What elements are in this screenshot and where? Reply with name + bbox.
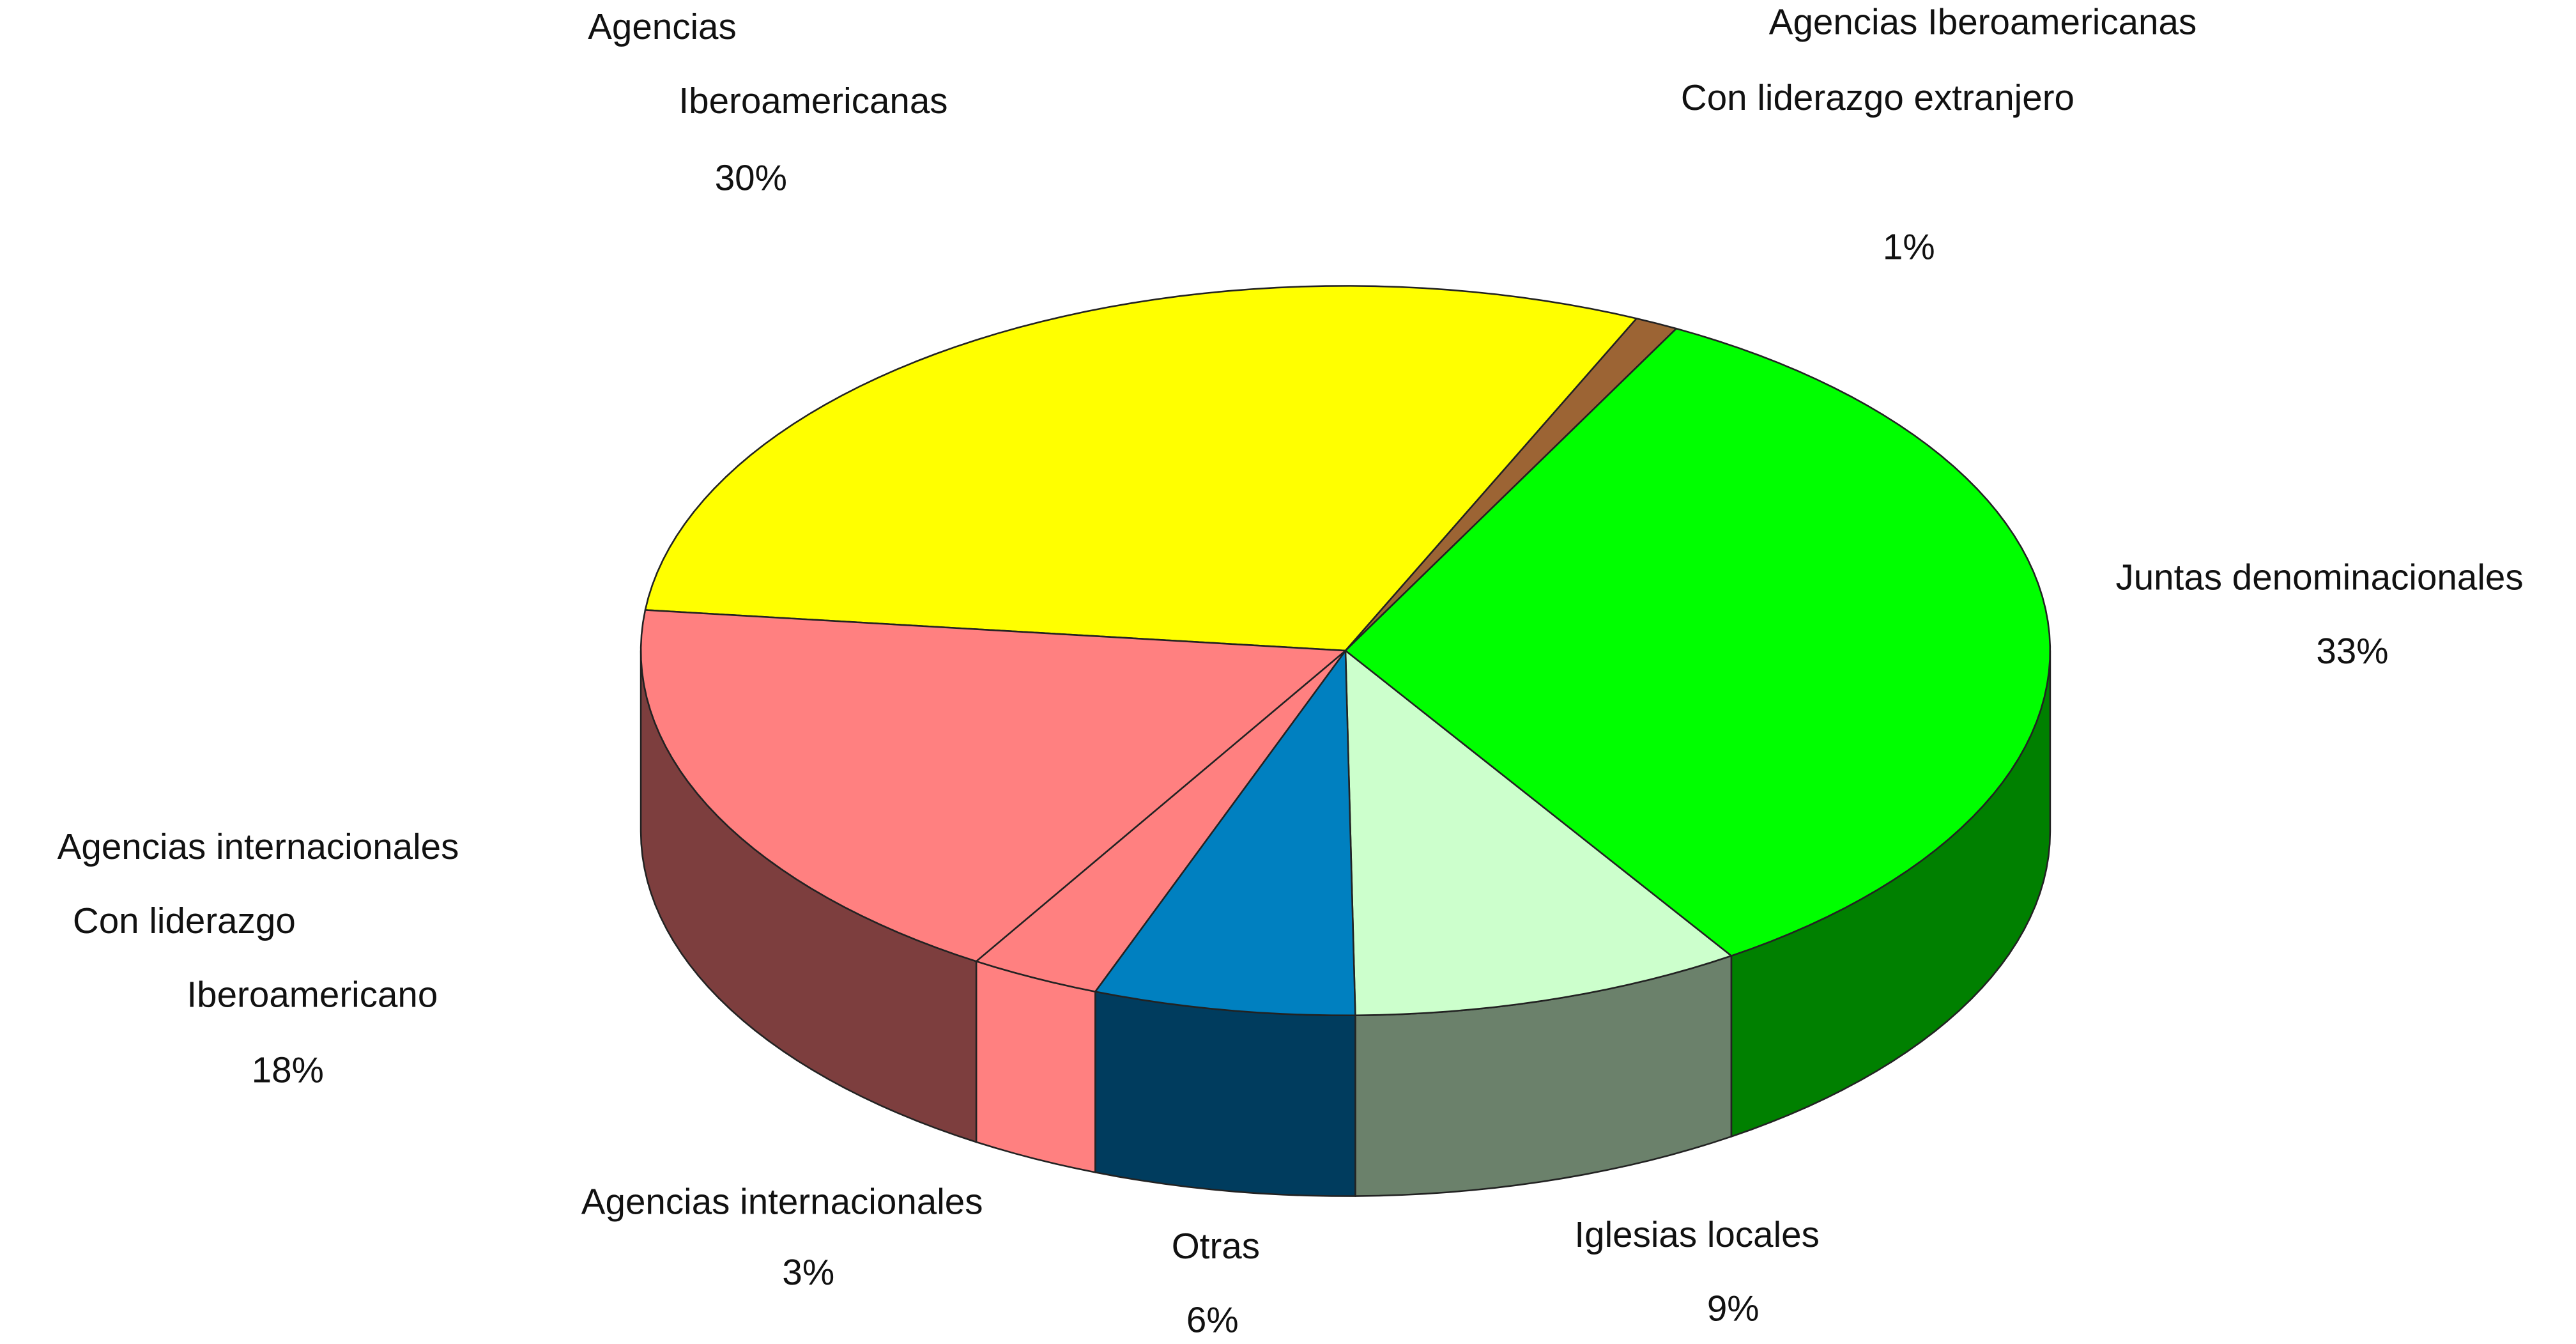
slice-label: Agencias internacionales xyxy=(581,1181,983,1221)
value-label: 6% xyxy=(1186,1300,1239,1340)
value-label: 18% xyxy=(252,1050,324,1090)
slice-label: Otras xyxy=(1172,1226,1260,1266)
value-label: 33% xyxy=(2316,631,2388,671)
value-label: 30% xyxy=(715,158,787,198)
pie-slice xyxy=(644,285,1637,652)
value-label: 3% xyxy=(782,1252,834,1292)
slice-label: Con liderazgo extranjero xyxy=(1681,77,2074,118)
pie-slice xyxy=(1344,327,2051,957)
slice-label: Iglesias locales xyxy=(1574,1214,1819,1255)
slice-label: Agencias internacionales xyxy=(57,826,459,867)
slice-label: Agencias Iberoamericanas xyxy=(1769,2,2197,42)
pie-slice xyxy=(640,609,1347,962)
slice-label: Juntas denominacionales xyxy=(2115,557,2523,597)
pie-slice xyxy=(975,649,1347,993)
pie-side xyxy=(975,960,1096,1173)
slice-label: Con liderazgo xyxy=(73,900,296,941)
pie-side xyxy=(1094,991,1356,1197)
slice-label: Agencias xyxy=(588,6,737,47)
value-label: 9% xyxy=(1707,1288,1759,1329)
slice-label: Iberoamericano xyxy=(187,974,438,1014)
pie-slice xyxy=(1344,649,1733,1017)
pie-slice xyxy=(1094,649,1356,1017)
value-label: 1% xyxy=(1883,227,1935,267)
slice-label: Iberoamericanas xyxy=(678,81,947,121)
